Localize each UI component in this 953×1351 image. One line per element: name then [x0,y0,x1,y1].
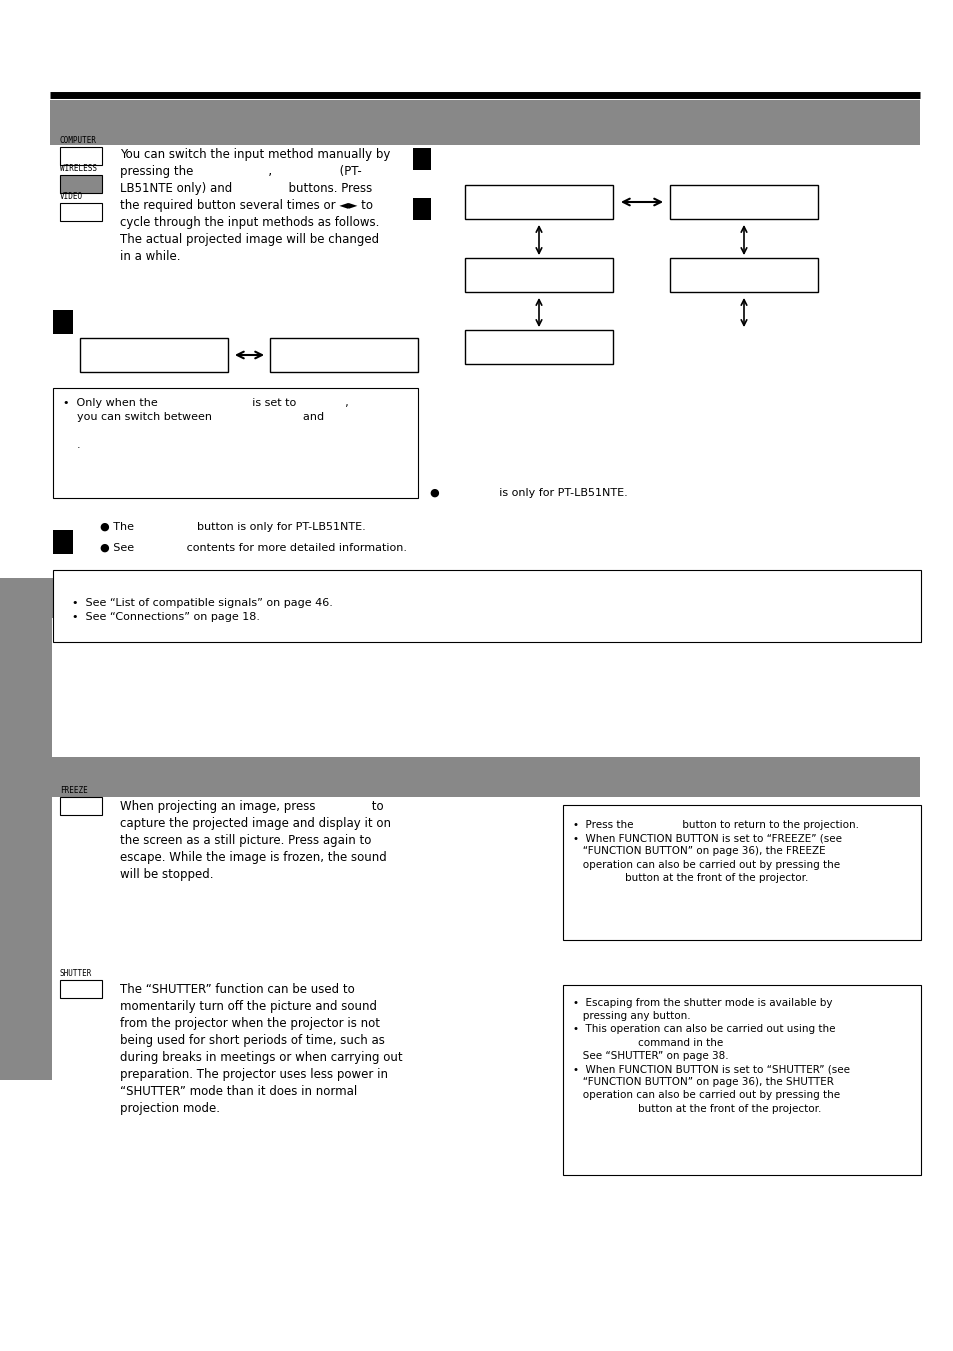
Bar [464,330,613,363]
Text: •  Only when the                           is set to              ,
    you can : • Only when the is set to , you can [63,399,349,450]
Bar [464,258,613,292]
Text: •  Escaping from the shutter mode is available by
   pressing any button.
•  Thi: • Escaping from the shutter mode is avai… [573,998,849,1113]
Text: COMPUTER: COMPUTER [60,136,97,145]
Bar [60,203,102,222]
Text: •  See “List of compatible signals” on page 46.
•  See “Connections” on page 18.: • See “List of compatible signals” on pa… [71,598,333,621]
Bar [53,570,920,642]
Bar [562,805,920,940]
Text: ●                 is only for PT-LB51NTE.: ● is only for PT-LB51NTE. [430,488,627,499]
Bar [413,199,431,220]
Text: When projecting an image, press               to
capture the projected image and: When projecting an image, press to captu… [120,800,391,881]
Bar [464,185,613,219]
Bar [60,176,102,193]
Text: WIRELESS: WIRELESS [60,163,97,173]
Bar [0,578,52,757]
Bar [0,757,52,1079]
Bar [53,309,73,334]
Bar [50,100,919,145]
Bar [270,338,417,372]
Bar [50,757,919,797]
Text: The “SHUTTER” function can be used to
momentarily turn off the picture and sound: The “SHUTTER” function can be used to mo… [120,984,402,1115]
Bar [60,147,102,165]
Text: ● See               contents for more detailed information.: ● See contents for more detailed informa… [100,543,407,553]
Bar [413,149,431,170]
Bar [669,258,817,292]
Text: FREEZE: FREEZE [60,786,88,794]
Text: SHUTTER: SHUTTER [60,969,92,978]
Bar [53,530,73,554]
Bar [60,979,102,998]
Bar [60,797,102,815]
Bar [50,578,919,617]
Bar [669,185,817,219]
Bar [80,338,228,372]
Bar [562,985,920,1175]
Text: ● The                  button is only for PT-LB51NTE.: ● The button is only for PT-LB51NTE. [100,521,365,532]
Text: •  Press the               button to return to the projection.
•  When FUNCTION : • Press the button to return to the proj… [573,820,858,882]
Text: VIDEO: VIDEO [60,192,83,201]
Bar [53,388,417,499]
Text: You can switch the input method manually by
pressing the                    ,   : You can switch the input method manually… [120,149,390,263]
